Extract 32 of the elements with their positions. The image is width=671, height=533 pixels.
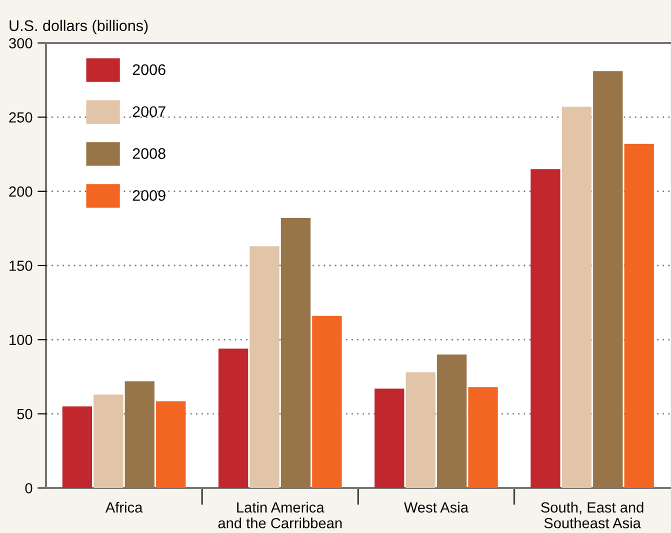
legend-label: 2009: [132, 190, 166, 201]
y-tick-label: 200: [9, 186, 32, 197]
legend-label: 2008: [132, 148, 166, 159]
bar: [250, 246, 280, 488]
bar: [62, 406, 92, 488]
bar: [280, 218, 311, 488]
x-tick-label: Latin America and the Carribbean: [218, 502, 342, 528]
y-tick-label: 0: [25, 483, 32, 494]
legend-label: 2007: [132, 106, 166, 118]
bar: [562, 106, 592, 488]
y-tick-label: 250: [9, 112, 32, 123]
bar: [436, 354, 467, 488]
y-tick-label: 300: [9, 38, 32, 48]
bar: [218, 348, 248, 488]
bar: [624, 144, 654, 488]
x-tick-label: Africa: [105, 502, 143, 513]
bar: [156, 401, 186, 488]
x-tick-label: West Asia: [404, 502, 468, 513]
y-axis-title: U.S. dollars (billions): [10, 20, 148, 34]
bar: [593, 71, 623, 488]
legend-label: 2006: [132, 64, 166, 76]
y-tick-label: 150: [10, 260, 32, 271]
y-tick-label: 100: [10, 334, 32, 346]
bar: [94, 394, 124, 488]
bar: [406, 372, 436, 488]
y-tick-label: 50: [17, 408, 32, 420]
x-tick-label: South, East and Southeast Asia: [541, 502, 644, 528]
bar: [530, 169, 560, 488]
bar: [468, 387, 498, 488]
bar: [124, 381, 154, 488]
bar: [312, 316, 342, 488]
bar: [374, 388, 404, 488]
